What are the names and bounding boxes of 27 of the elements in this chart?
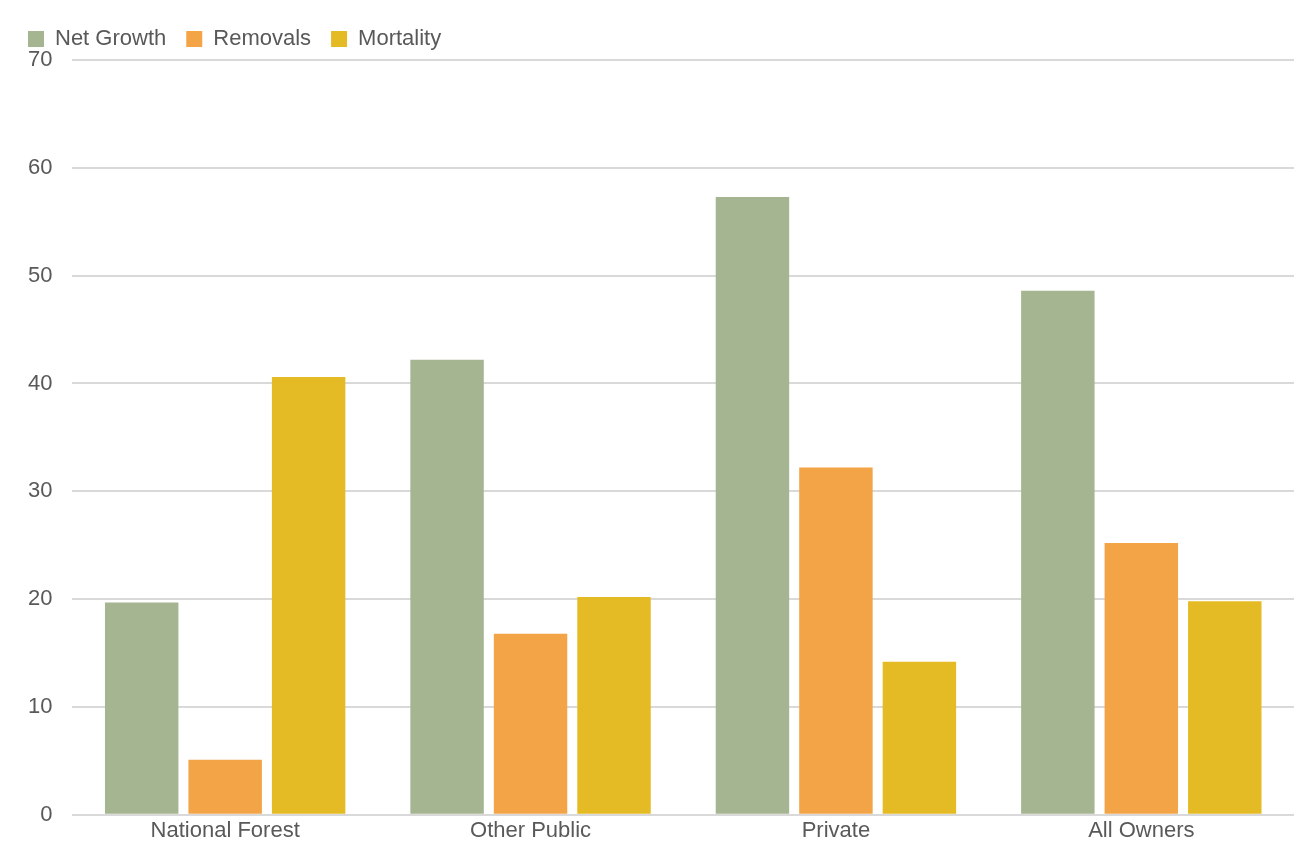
y-tick-label: 50 [27,261,53,287]
legend-label: Removals [213,25,312,51]
bar [799,467,873,814]
y-tick-label: 60 [27,153,53,179]
bar [1021,290,1095,814]
bar [882,661,957,814]
y-tick-label: 40 [27,369,53,395]
x-tick-label: Other Public [470,817,592,843]
bar [271,377,346,814]
bar [493,633,568,814]
y-tick-label: 70 [27,46,53,72]
x-tick-label: All Owners [1088,817,1195,843]
bar [1104,543,1179,814]
legend-label: Mortality [358,25,442,51]
bar [1188,601,1262,814]
bar [577,596,651,814]
y-tick-label: 10 [27,693,53,719]
bar [104,602,179,814]
x-tick-label: National Forest [150,817,300,843]
bar [188,759,262,814]
legend-label: Net Growth [55,25,167,51]
x-tick-label: Private [801,817,871,843]
y-tick-label: 30 [27,477,53,503]
bar [715,196,790,814]
bar [410,359,484,814]
y-tick-label: 0 [40,800,53,826]
y-tick-label: 20 [27,585,53,611]
